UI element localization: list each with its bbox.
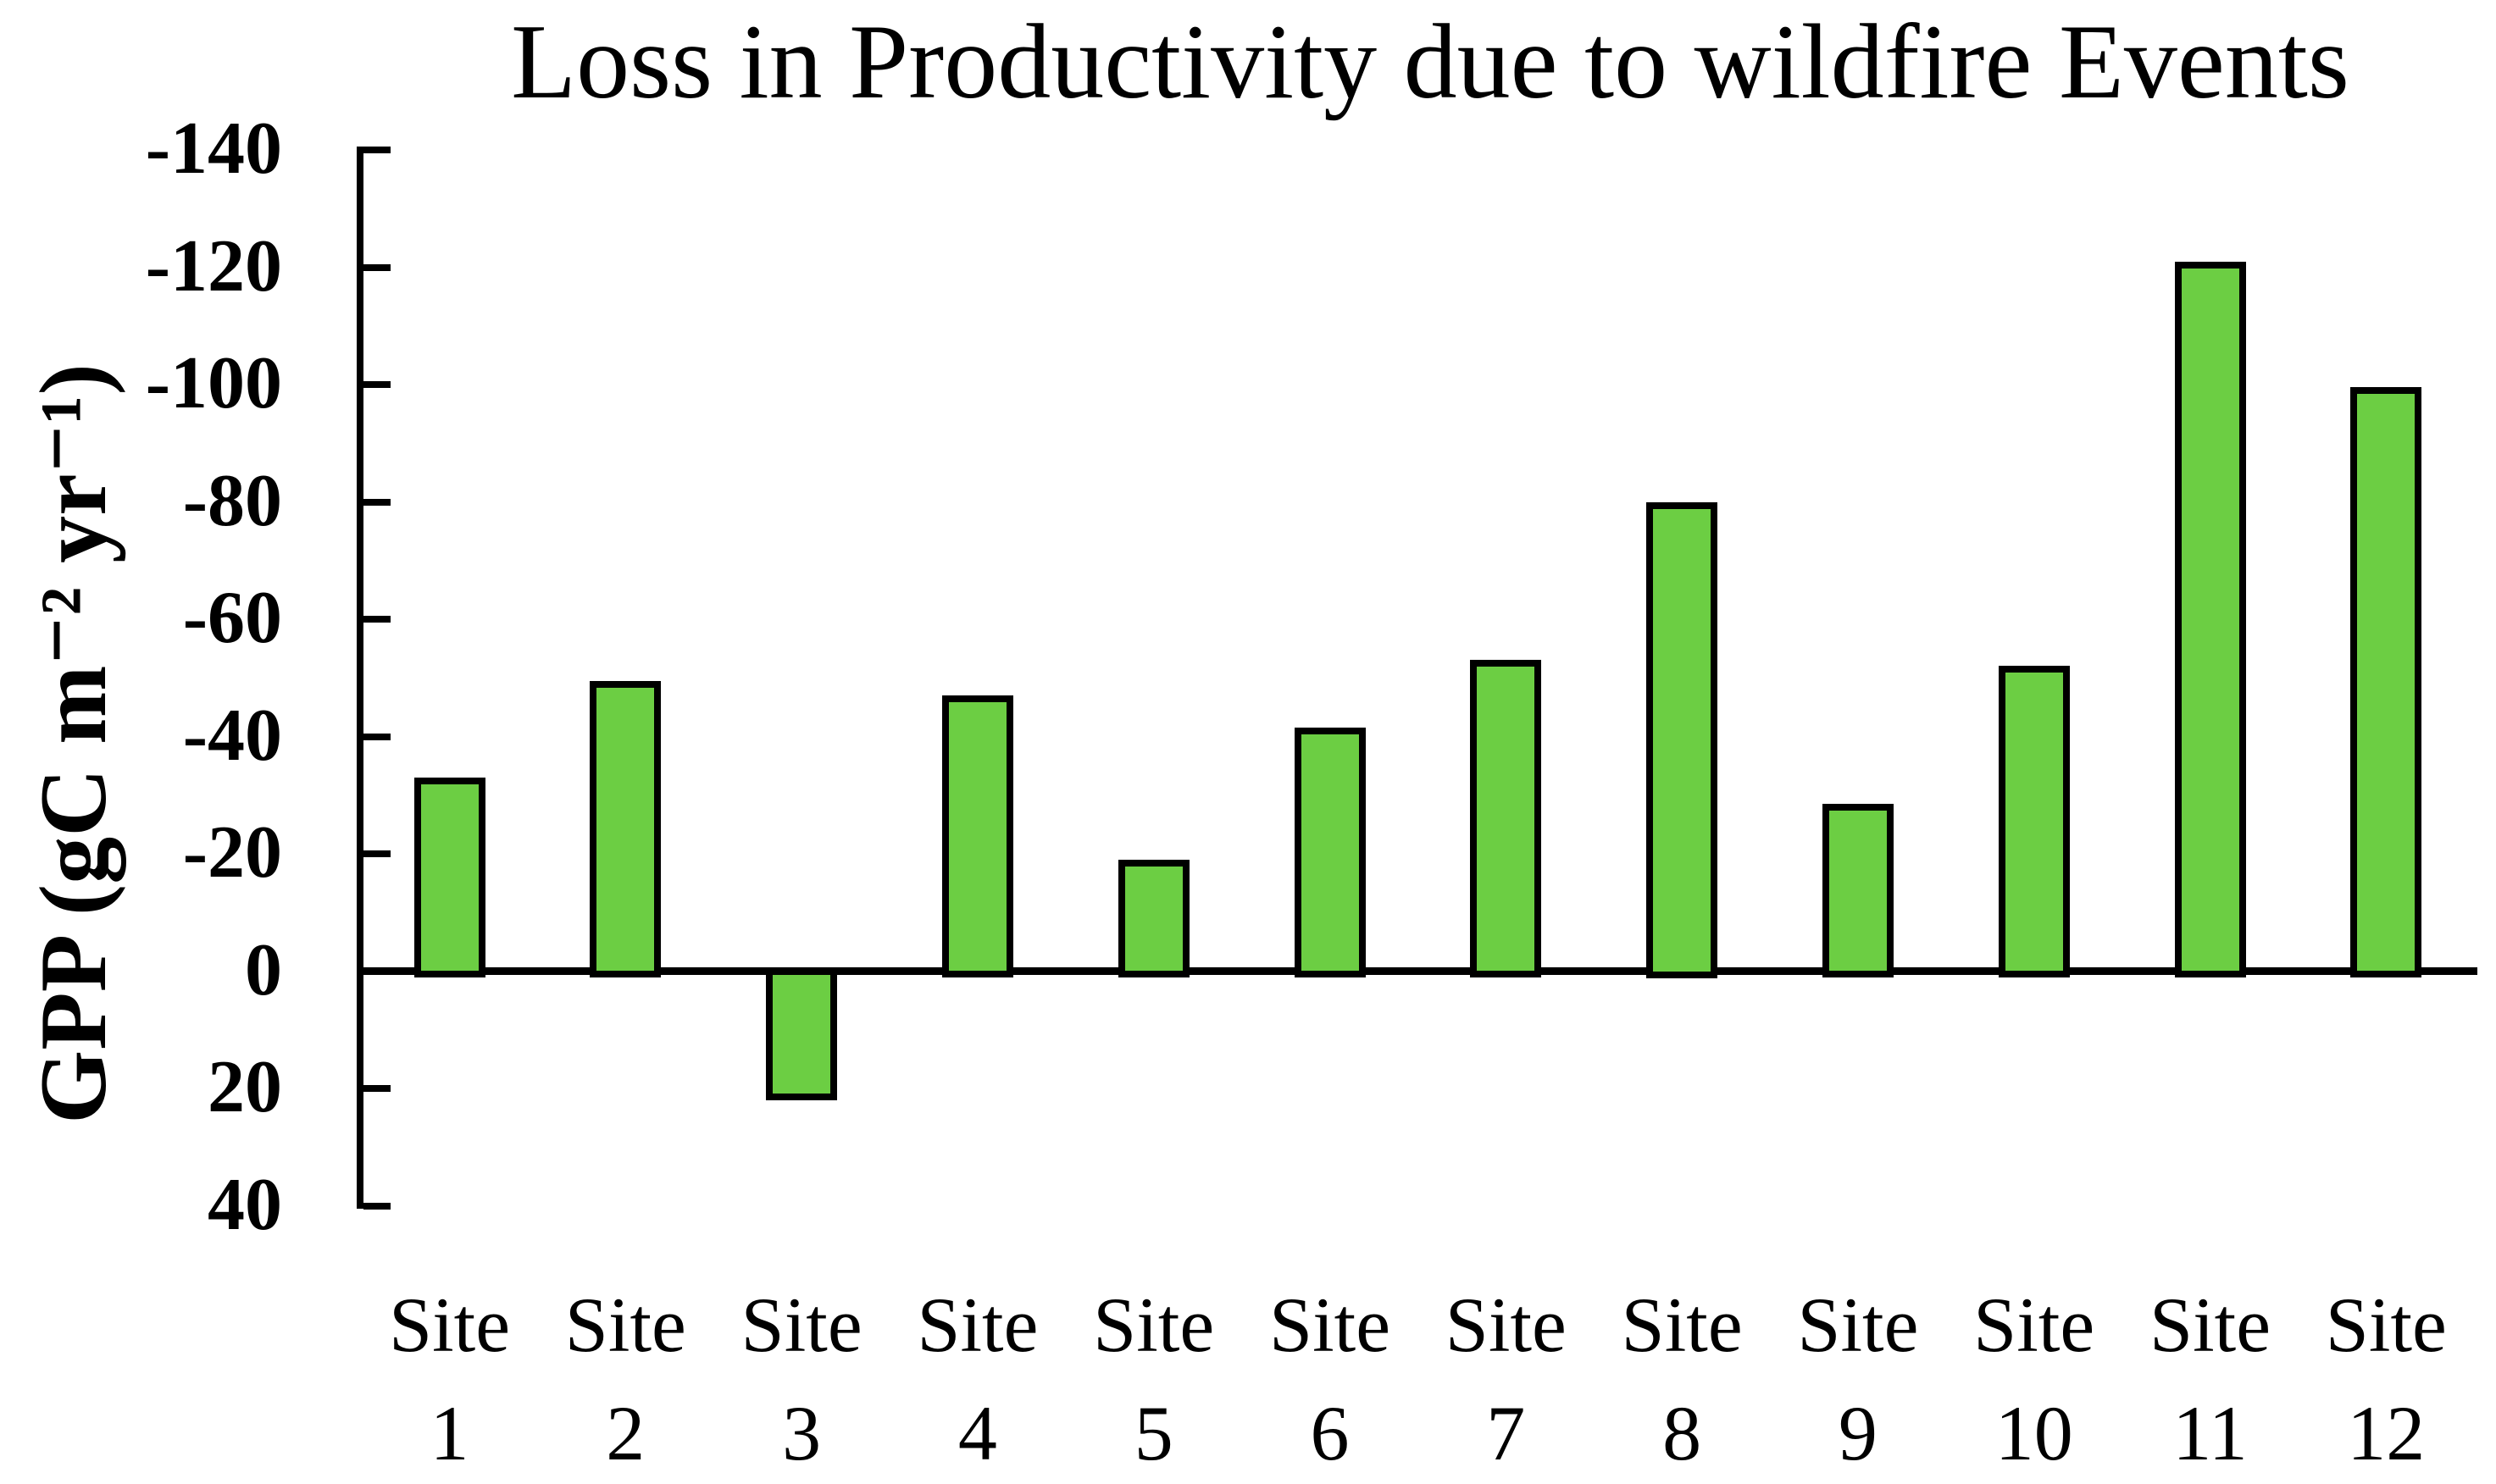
x-tick-label-number: 12 [2347,1390,2426,1476]
x-tick-label-word: Site [1093,1282,1215,1368]
x-tick-label-number: 6 [1310,1390,1350,1476]
x-tick-label-number: 11 [2172,1390,2248,1476]
bar-site-8 [1646,501,1718,978]
y-axis-tick [363,733,391,740]
bar-site-11 [2174,261,2246,978]
x-axis-baseline [357,967,2477,975]
y-tick-label: 40 [208,1163,282,1246]
x-tick-label-number: 5 [1134,1390,1173,1476]
y-tick-label: -60 [182,577,282,659]
x-tick-label-word: Site [917,1282,1039,1368]
x-tick-label-number: 1 [430,1390,469,1476]
x-tick-label-word: Site [2325,1282,2447,1368]
bar-site-12 [2350,387,2422,978]
y-tick-label: -120 [145,224,282,307]
y-tick-label: 20 [208,1046,282,1128]
y-tick-label: -80 [182,459,282,542]
y-tick-label: -40 [182,694,282,777]
bar-site-4 [941,695,1013,978]
bar-site-9 [1822,804,1894,978]
bar-site-7 [1470,660,1542,978]
x-tick-label-word: Site [1445,1282,1567,1368]
y-tick-label: -140 [145,108,282,190]
x-tick-label-number: 10 [1994,1390,2073,1476]
bar-site-1 [413,777,485,978]
x-tick-label-number: 3 [782,1390,822,1476]
x-tick-label-number: 2 [606,1390,646,1476]
bar-site-10 [1998,666,2070,978]
bar-site-6 [1294,728,1366,978]
x-tick-label-word: Site [1621,1282,1743,1368]
bar-site-2 [590,680,662,978]
bar-site-3 [766,967,838,1101]
x-tick-label-word: Site [1973,1282,2095,1368]
y-tick-label: -20 [182,811,282,894]
y-axis-tick [363,498,391,506]
x-tick-label-word: Site [564,1282,686,1368]
chart-title: Loss in Productivity due to wildfire Eve… [511,3,2349,121]
x-tick-label-word: Site [740,1282,863,1368]
x-tick-label-number: 7 [1486,1390,1526,1476]
y-tick-label: 0 [245,928,282,1011]
x-tick-label-word: Site [1268,1282,1391,1368]
y-axis-tick [363,263,391,271]
bar-site-5 [1118,859,1190,978]
x-tick-label-word: Site [2149,1282,2271,1368]
y-axis-tick [363,1085,391,1092]
y-axis-tick [363,1202,391,1210]
y-axis-tick [363,381,391,388]
y-tick-label: -100 [145,342,282,424]
y-axis-tick [363,616,391,623]
y-axis-tick [363,850,391,857]
x-tick-label-number: 8 [1662,1390,1702,1476]
y-axis-tick [363,147,391,153]
x-tick-label-word: Site [388,1282,511,1368]
y-axis-line [357,147,363,1209]
x-tick-label-word: Site [1797,1282,1919,1368]
x-tick-label-number: 4 [957,1390,997,1476]
x-tick-label-number: 9 [1838,1390,1878,1476]
